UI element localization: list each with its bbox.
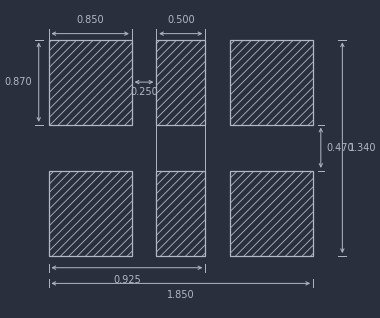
Bar	[156, 39, 205, 125]
Bar	[49, 39, 132, 125]
Text: 0.850: 0.850	[76, 15, 104, 25]
Bar	[230, 171, 313, 256]
Text: 1.340: 1.340	[350, 143, 377, 153]
Text: 1.850: 1.850	[167, 290, 195, 301]
Text: 0.870: 0.870	[4, 77, 32, 87]
Bar	[49, 171, 132, 256]
Bar	[156, 171, 205, 256]
Text: 0.925: 0.925	[113, 275, 141, 285]
Text: 0.470: 0.470	[326, 143, 354, 153]
Text: 0.250: 0.250	[130, 87, 158, 97]
Bar	[230, 39, 313, 125]
Text: 0.500: 0.500	[167, 15, 195, 25]
